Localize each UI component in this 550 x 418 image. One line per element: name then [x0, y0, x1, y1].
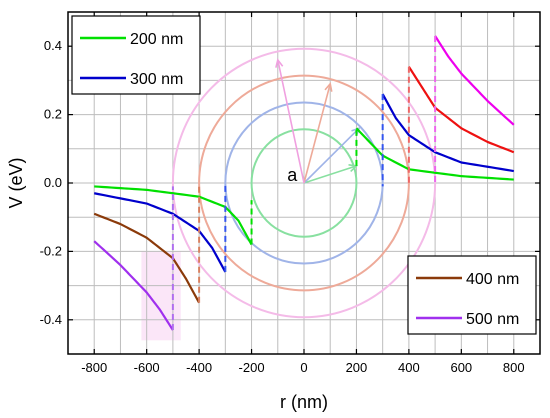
- series-200-nm-left: [94, 185, 253, 246]
- y-tick-label: 0.2: [44, 107, 62, 122]
- series-200-nm-right: [355, 127, 514, 181]
- arrow-line: [303, 165, 357, 184]
- circle-r500: [171, 47, 437, 319]
- y-axis-label: V (eV): [6, 157, 26, 208]
- legend-label: 500 nm: [466, 311, 519, 328]
- legends: 200 nm 300 nm 400 nm 500 nm: [71, 15, 537, 335]
- pink-highlight-halo: [141, 251, 181, 341]
- legend-label: 200 nm: [130, 31, 183, 48]
- series-300-nm-right: [381, 93, 514, 173]
- x-tick-label: 200: [346, 360, 368, 375]
- halo-rect: [141, 251, 181, 341]
- x-axis-label: r (nm): [280, 392, 328, 412]
- legend-box: [407, 255, 537, 335]
- legend-box: [71, 15, 201, 95]
- x-tick-label: 600: [450, 360, 472, 375]
- series-500-nm-left: [93, 240, 174, 331]
- x-tick-label: -800: [81, 360, 107, 375]
- y-tick-label: -0.4: [40, 312, 62, 327]
- legend-label: 400 nm: [466, 271, 519, 288]
- series-series-3-right: [407, 66, 515, 154]
- arrow-line: [303, 83, 331, 184]
- circle-r400: [198, 74, 410, 292]
- x-tick-labels: -800 -600 -400 -200 0 200 400 600 800: [81, 360, 524, 375]
- potential-jumps: [171, 35, 437, 331]
- arrow-line: [303, 127, 360, 184]
- y-tick-label: 0.4: [44, 38, 62, 53]
- series-lines: [93, 35, 515, 331]
- arrow-line: [276, 59, 305, 184]
- orbit-circles: [171, 47, 437, 319]
- circle-r300: [224, 101, 384, 265]
- x-tick-label: -400: [186, 360, 212, 375]
- x-tick-label: -200: [239, 360, 265, 375]
- y-tick-label: 0.0: [44, 175, 62, 190]
- x-tick-label: 800: [503, 360, 525, 375]
- arrow-head: [324, 82, 333, 92]
- y-tick-label: -0.2: [40, 243, 62, 258]
- y-tick-labels: -0.4 -0.2 0.0 0.2 0.4: [40, 38, 62, 327]
- x-tick-label: 400: [398, 360, 420, 375]
- series-series-5-right: [434, 35, 515, 126]
- x-tick-label: 0: [300, 360, 307, 375]
- annotation-a: a: [287, 165, 298, 185]
- circle-r200: [250, 128, 358, 238]
- series-300-nm-left: [94, 192, 227, 273]
- arrow-head: [275, 58, 284, 68]
- x-tick-label: -600: [134, 360, 160, 375]
- legend-label: 300 nm: [130, 71, 183, 88]
- radius-arrows: [275, 58, 361, 184]
- series-400-nm-left: [93, 212, 201, 304]
